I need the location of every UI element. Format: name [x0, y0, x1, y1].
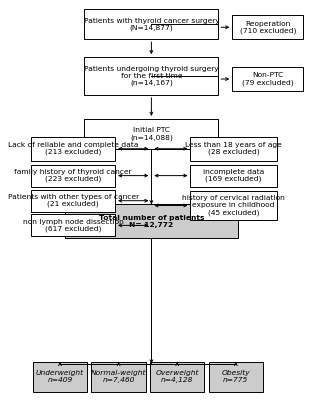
Text: Less than 18 years of age
(28 excluded): Less than 18 years of age (28 excluded): [185, 142, 282, 156]
Text: Reoperation
(710 excluded): Reoperation (710 excluded): [239, 20, 296, 34]
FancyBboxPatch shape: [32, 165, 115, 186]
Text: Patients with thyroid cancer surgery
(N=14,877): Patients with thyroid cancer surgery (N=…: [83, 18, 219, 31]
Text: Non-PTC
(79 excluded): Non-PTC (79 excluded): [242, 72, 294, 86]
Text: Initial PTC
(n=14,088): Initial PTC (n=14,088): [130, 127, 173, 140]
FancyBboxPatch shape: [190, 165, 277, 186]
Text: non lymph node dissection
(617 excluded): non lymph node dissection (617 excluded): [23, 219, 124, 232]
Text: Total number of patients
N= 12,772: Total number of patients N= 12,772: [99, 215, 204, 228]
FancyBboxPatch shape: [190, 137, 277, 161]
Text: history of cervical radiation
exposure in childhood
(45 excluded): history of cervical radiation exposure i…: [182, 195, 285, 216]
FancyBboxPatch shape: [32, 190, 115, 212]
Text: Normal-weight
n=7,460: Normal-weight n=7,460: [91, 370, 146, 383]
Text: Overweight
n=4,128: Overweight n=4,128: [155, 370, 199, 383]
FancyBboxPatch shape: [150, 362, 204, 392]
FancyBboxPatch shape: [209, 362, 263, 392]
FancyBboxPatch shape: [84, 119, 218, 149]
FancyBboxPatch shape: [91, 362, 146, 392]
Text: Patients with other types of cancer
(21 excluded): Patients with other types of cancer (21 …: [8, 194, 139, 207]
FancyBboxPatch shape: [33, 362, 87, 392]
FancyBboxPatch shape: [232, 15, 303, 39]
Text: Patients undergoing thyroid surgery
for the first time
(n=14,167): Patients undergoing thyroid surgery for …: [84, 66, 219, 86]
FancyBboxPatch shape: [232, 67, 303, 91]
FancyBboxPatch shape: [84, 57, 218, 95]
FancyBboxPatch shape: [32, 137, 115, 161]
Text: Underweight
n=409: Underweight n=409: [36, 370, 84, 383]
Text: family history of thyroid cancer
(223 excluded): family history of thyroid cancer (223 ex…: [15, 169, 132, 182]
FancyBboxPatch shape: [32, 215, 115, 236]
Text: incomplete data
(169 excluded): incomplete data (169 excluded): [203, 169, 264, 182]
Text: Obesity
n=775: Obesity n=775: [222, 370, 250, 383]
FancyBboxPatch shape: [84, 9, 218, 39]
Text: Lack of reliable and complete data
(213 excluded): Lack of reliable and complete data (213 …: [8, 142, 138, 156]
FancyBboxPatch shape: [190, 190, 277, 221]
FancyBboxPatch shape: [65, 205, 238, 238]
